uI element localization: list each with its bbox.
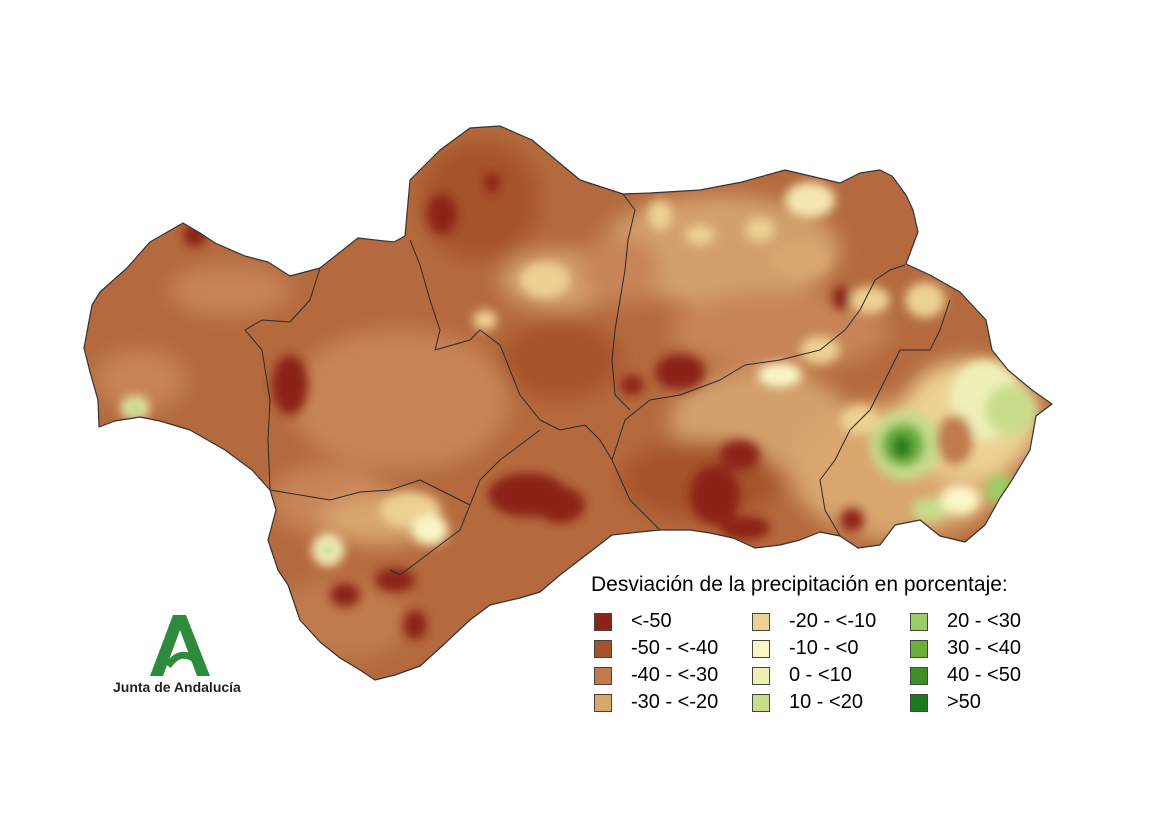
legend-item: -20 - <-10	[752, 608, 910, 635]
legend-label: 0 - <10	[789, 664, 852, 686]
legend-label: 40 - <50	[947, 664, 1021, 686]
legend-item: -10 - <0	[752, 635, 910, 662]
legend-item: -50 - <-40	[594, 635, 752, 662]
legend-swatch	[910, 666, 928, 685]
legend-item: >50	[910, 689, 1060, 716]
legend-swatch	[594, 639, 612, 658]
legend-item: <-50	[594, 608, 752, 635]
legend: <-50 -50 - <-40 -40 - <-30 -30 - <-20 -2…	[594, 608, 1060, 716]
legend-label: -10 - <0	[789, 637, 859, 659]
legend-item: 30 - <40	[910, 635, 1060, 662]
province-borders	[244, 193, 951, 576]
legend-swatch	[752, 666, 770, 685]
legend-item: -40 - <-30	[594, 662, 752, 689]
legend-label: <-50	[631, 610, 672, 632]
legend-item: 40 - <50	[910, 662, 1060, 689]
legend-item: -30 - <-20	[594, 689, 752, 716]
legend-item: 10 - <20	[752, 689, 910, 716]
legend-swatch	[594, 693, 612, 712]
legend-swatch	[752, 612, 770, 631]
legend-label: -50 - <-40	[631, 637, 719, 659]
letter-a-logo-icon	[150, 615, 210, 676]
legend-title: Desviación de la precipitación en porcen…	[591, 573, 1008, 596]
logo-text: Junta de Andalucía	[113, 679, 241, 695]
legend-label: -40 - <-30	[631, 664, 719, 686]
legend-swatch	[594, 612, 612, 631]
legend-swatch	[752, 693, 770, 712]
legend-swatch	[910, 612, 928, 631]
legend-item: 0 - <10	[752, 662, 910, 689]
legend-label: 10 - <20	[789, 691, 863, 713]
legend-label: 30 - <40	[947, 637, 1021, 659]
andalucia-outline	[83, 125, 1053, 681]
legend-label: 20 - <30	[947, 610, 1021, 632]
legend-swatch	[752, 639, 770, 658]
legend-swatch	[910, 693, 928, 712]
legend-swatch	[594, 666, 612, 685]
legend-item: 20 - <30	[910, 608, 1060, 635]
legend-swatch	[910, 639, 928, 658]
legend-label: >50	[947, 691, 981, 713]
legend-label: -20 - <-10	[789, 610, 877, 632]
legend-label: -30 - <-20	[631, 691, 719, 713]
